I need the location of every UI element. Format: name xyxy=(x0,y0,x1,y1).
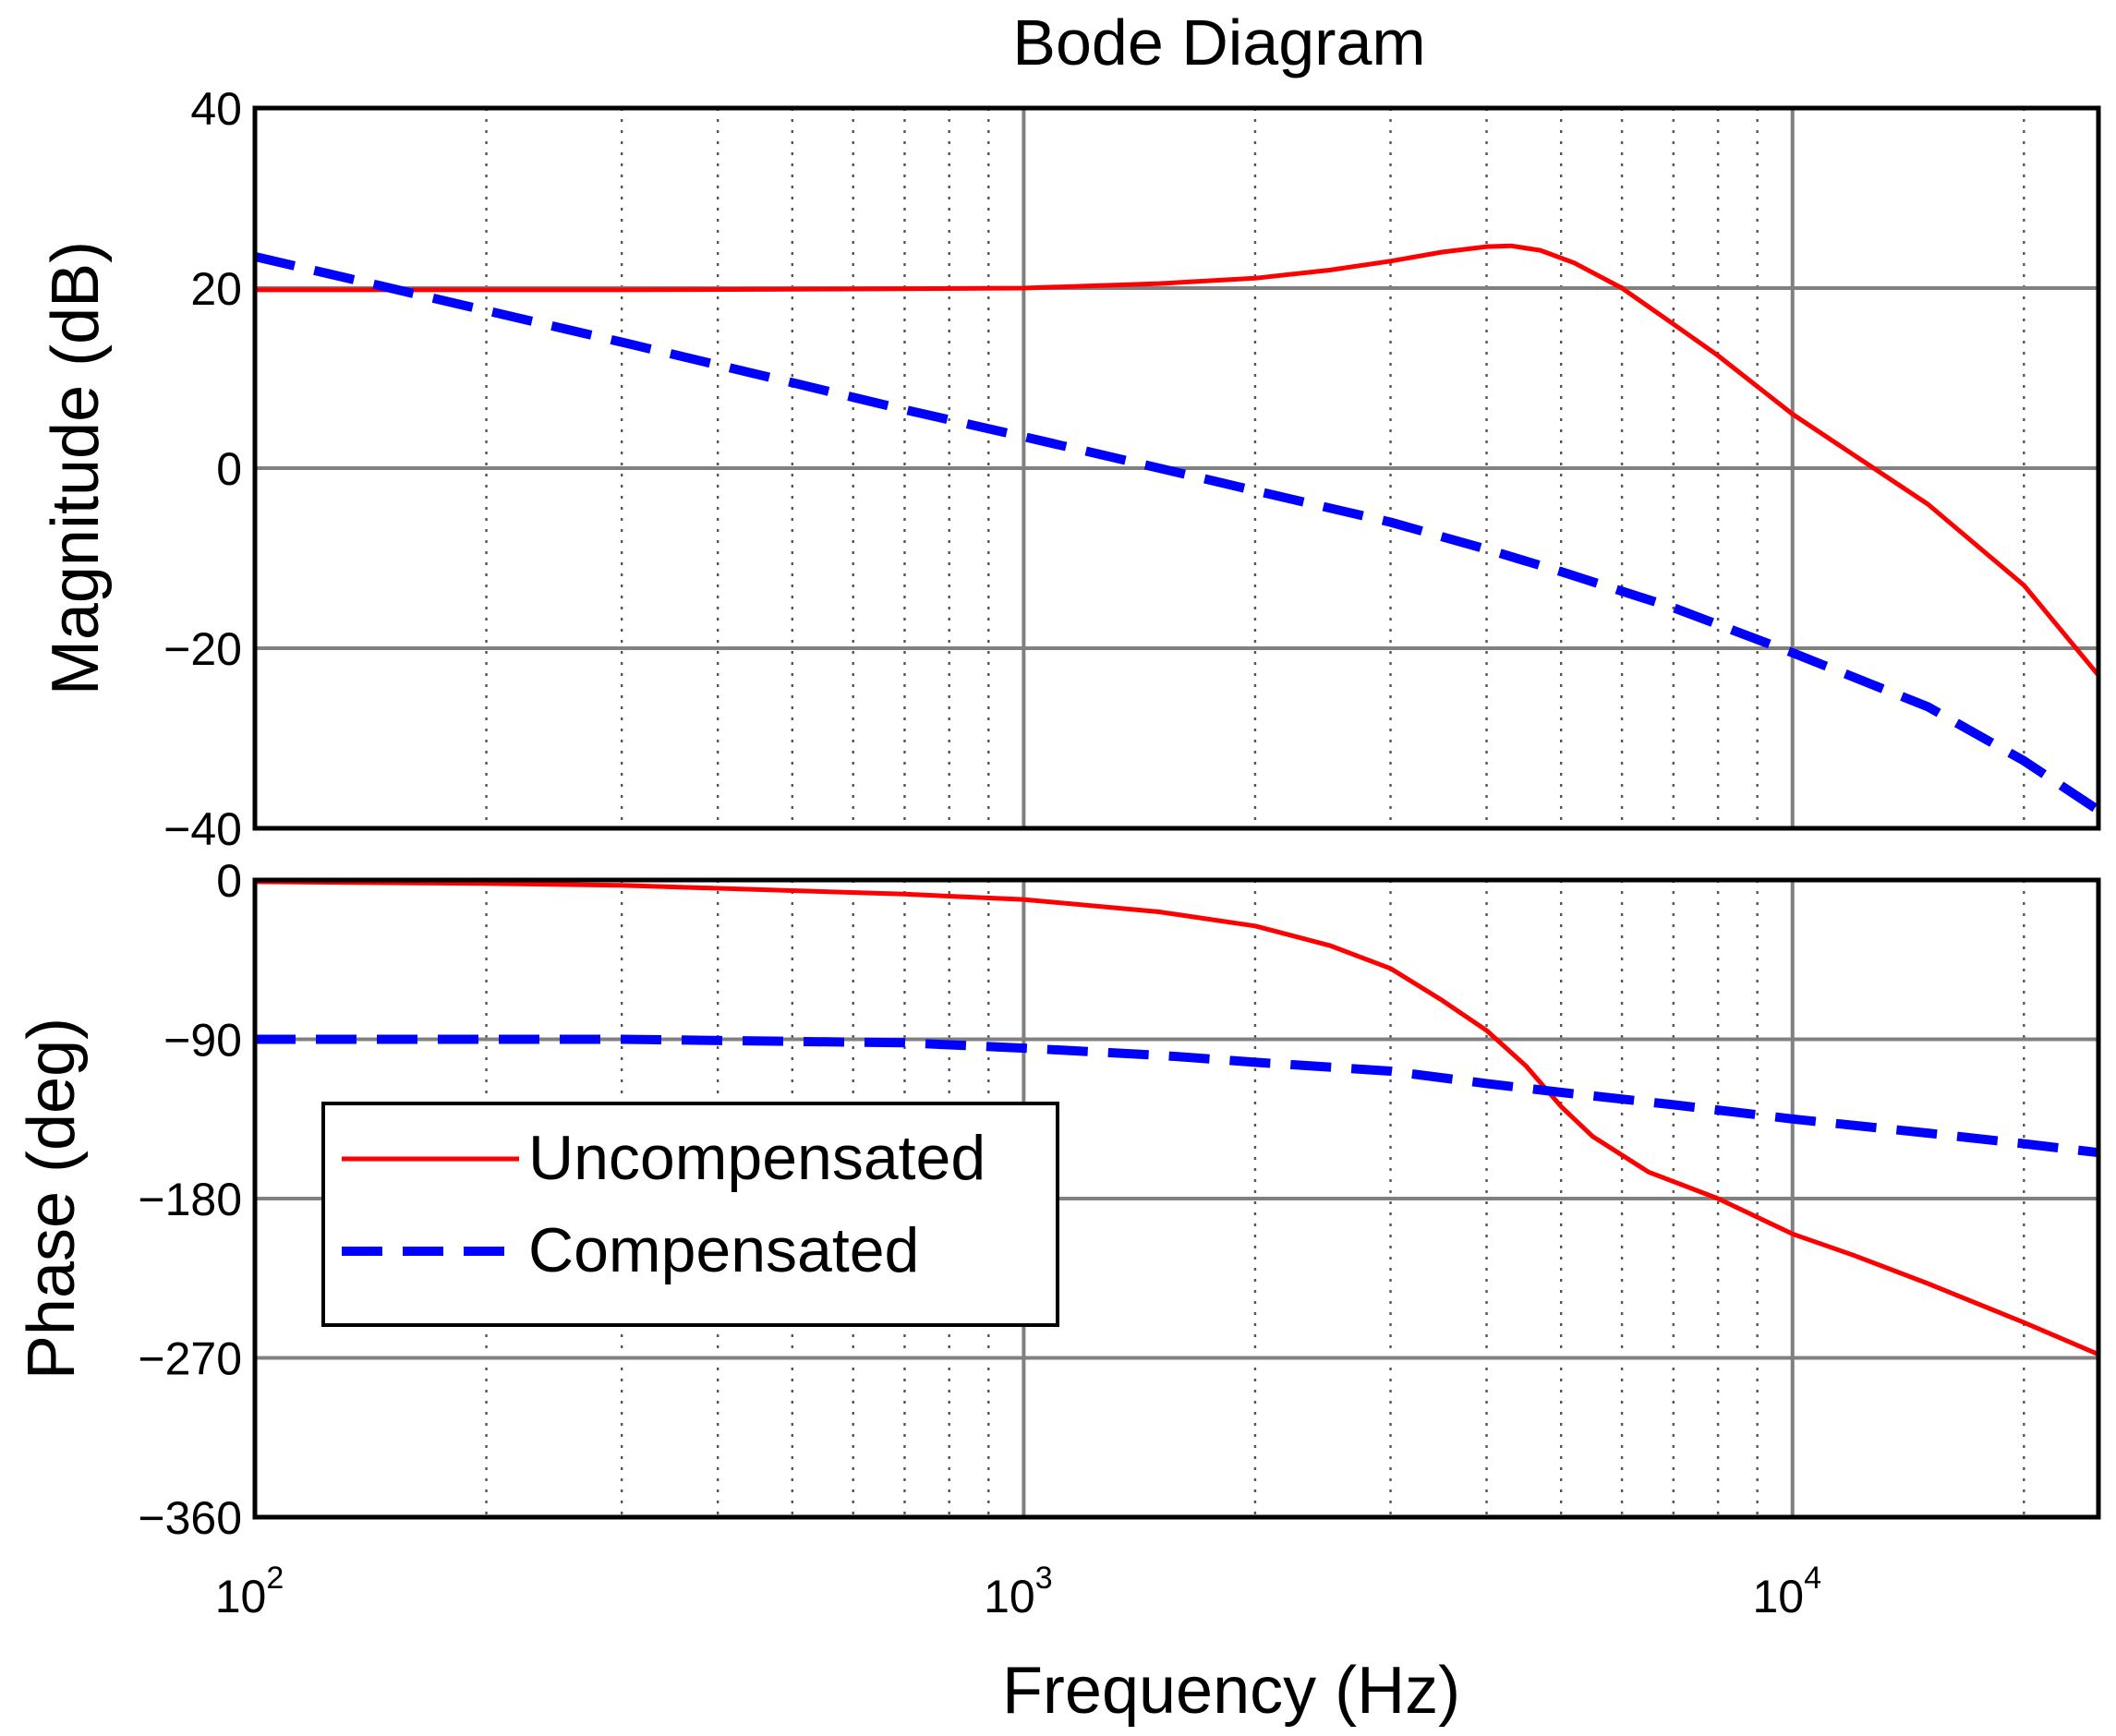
magnitude-y-tick-label: 20 xyxy=(190,263,242,315)
legend-label-compensated: Compensated xyxy=(528,1215,919,1285)
phase-y-tick-label: 0 xyxy=(216,855,242,907)
magnitude-series-uncompensated xyxy=(255,243,2100,677)
magnitude-y-tick-label: 40 xyxy=(190,83,242,135)
magnitude-series-compensated xyxy=(253,252,2101,814)
phase-y-axis-label: Phase (deg) xyxy=(15,1018,89,1380)
magnitude-y-tick-label: 0 xyxy=(216,443,242,495)
magnitude-y-tick-label: −40 xyxy=(163,803,242,855)
phase-y-tick-label: −90 xyxy=(163,1015,242,1067)
x-tick-label: 104 xyxy=(1752,1561,1821,1622)
phase-series-compensated xyxy=(255,1034,2099,1158)
legend: Uncompensated Compensated xyxy=(321,1102,1059,1327)
magnitude-axes-frame xyxy=(252,105,2101,831)
phase-y-tick-label: −180 xyxy=(138,1174,242,1225)
phase-y-tick-label: −360 xyxy=(138,1492,242,1544)
legend-box xyxy=(321,1102,1059,1327)
phase-y-tick-label: −270 xyxy=(138,1333,242,1385)
phase-series-uncompensated xyxy=(254,879,2099,1356)
x-tick-label: 103 xyxy=(984,1561,1053,1622)
chart-title: Bode Diagram xyxy=(1012,6,1425,78)
tick-label-layer: 40 20 0 −20 −40 Magnitude (dB) 0 −90 −180 −270 −36… xyxy=(15,83,1821,1622)
magnitude-y-tick-label: −20 xyxy=(163,623,242,675)
frame-layer xyxy=(252,105,2101,1520)
series-layer xyxy=(253,243,2101,1356)
magnitude-y-axis-label: Magnitude (dB) xyxy=(39,241,113,695)
phase-axes-frame xyxy=(252,877,2101,1520)
legend-label-uncompensated: Uncompensated xyxy=(528,1123,985,1193)
x-tick-label: 102 xyxy=(215,1561,284,1622)
x-axis-label: Frequency (Hz) xyxy=(1002,1654,1460,1728)
